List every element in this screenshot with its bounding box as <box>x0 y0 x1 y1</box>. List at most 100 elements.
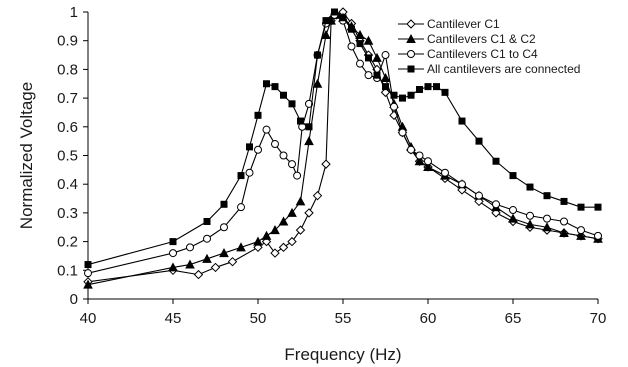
data-point <box>365 54 372 62</box>
y-tick-label: 0.6 <box>57 119 78 136</box>
data-point <box>364 71 373 80</box>
data-point <box>577 226 585 235</box>
data-point <box>560 197 568 205</box>
data-point <box>415 151 424 160</box>
data-point <box>543 214 551 223</box>
data-point <box>270 225 280 235</box>
legend-marker <box>406 33 416 43</box>
data-point <box>312 78 323 88</box>
data-point <box>237 203 245 212</box>
data-point <box>492 200 500 209</box>
data-point <box>594 231 602 240</box>
data-point <box>203 218 211 226</box>
data-point <box>577 203 585 211</box>
legend-item: Cantilevers C1 to C4 <box>398 47 538 61</box>
data-point <box>526 211 534 220</box>
y-tick-label: 0.8 <box>57 61 78 78</box>
data-point <box>280 91 287 99</box>
legend-marker <box>406 19 416 29</box>
data-point <box>559 227 569 237</box>
series-layer <box>83 7 603 289</box>
data-point <box>458 180 466 189</box>
data-point <box>169 249 177 258</box>
data-point <box>423 161 433 171</box>
legend-label: Cantilevers C1 to C4 <box>427 47 538 61</box>
data-point <box>314 51 321 59</box>
data-point <box>509 172 517 180</box>
x-tick-label: 60 <box>420 310 437 327</box>
data-point <box>380 87 391 98</box>
data-point <box>278 242 289 253</box>
y-tick-label: 0.1 <box>57 262 78 279</box>
x-tick-label: 70 <box>590 310 607 327</box>
data-point <box>355 29 365 39</box>
data-point <box>227 256 238 267</box>
data-point <box>492 157 500 165</box>
y-axis-title: Normalized Voltage <box>17 82 36 229</box>
data-point <box>295 196 306 206</box>
data-point <box>168 262 178 272</box>
data-point <box>203 234 211 243</box>
data-point <box>347 42 356 51</box>
x-tick-label: 45 <box>165 310 182 327</box>
data-point <box>399 94 406 102</box>
data-point <box>304 136 314 146</box>
data-point <box>237 172 245 180</box>
y-tick-label: 1 <box>70 4 78 21</box>
data-point <box>254 111 262 119</box>
data-point <box>278 216 289 226</box>
data-point <box>390 102 398 111</box>
data-point <box>271 83 279 91</box>
data-point <box>424 157 432 166</box>
legend-marker <box>407 50 415 58</box>
data-point <box>543 192 551 200</box>
data-point <box>253 236 263 246</box>
data-point <box>433 83 440 91</box>
data-point <box>261 230 272 240</box>
data-point <box>84 261 92 269</box>
data-point <box>542 222 552 232</box>
data-point <box>245 168 254 177</box>
data-point <box>84 269 92 278</box>
data-point <box>321 159 331 169</box>
y-tick-label: 0 <box>70 291 78 308</box>
data-point <box>475 137 483 145</box>
data-point <box>398 128 407 137</box>
data-point <box>416 85 423 93</box>
data-point <box>441 168 449 177</box>
data-point <box>270 248 280 258</box>
x-tick-label: 40 <box>80 310 97 327</box>
data-point <box>458 117 466 125</box>
data-point <box>304 208 314 218</box>
x-tick-label: 65 <box>505 310 522 327</box>
y-tick-label: 0.7 <box>57 90 78 107</box>
data-point <box>331 8 338 16</box>
data-point <box>246 143 253 151</box>
data-point <box>202 253 212 263</box>
y-tick-label: 0.9 <box>57 33 78 50</box>
data-point <box>220 200 228 208</box>
data-point <box>525 219 535 229</box>
data-point <box>219 248 229 258</box>
data-point <box>414 156 425 166</box>
legend-item: Cantilevers C1 & C2 <box>398 32 536 46</box>
data-point <box>186 243 194 252</box>
data-point <box>236 242 246 252</box>
data-point <box>348 25 355 33</box>
data-point <box>254 145 262 154</box>
data-point <box>279 151 288 160</box>
data-point <box>312 190 323 201</box>
data-point <box>373 71 381 79</box>
x-tick-label: 50 <box>250 310 267 327</box>
data-point <box>508 213 518 223</box>
data-point <box>262 125 271 134</box>
data-point <box>526 183 534 191</box>
data-point <box>372 52 382 62</box>
legend-label: All cantilevers are connected <box>427 62 580 76</box>
data-point <box>594 203 602 211</box>
legend-item: All cantilevers are connected <box>398 62 580 76</box>
data-point <box>210 262 221 273</box>
data-point <box>297 117 304 125</box>
data-point <box>382 83 389 91</box>
x-axis-title: Frequency (Hz) <box>284 345 401 364</box>
